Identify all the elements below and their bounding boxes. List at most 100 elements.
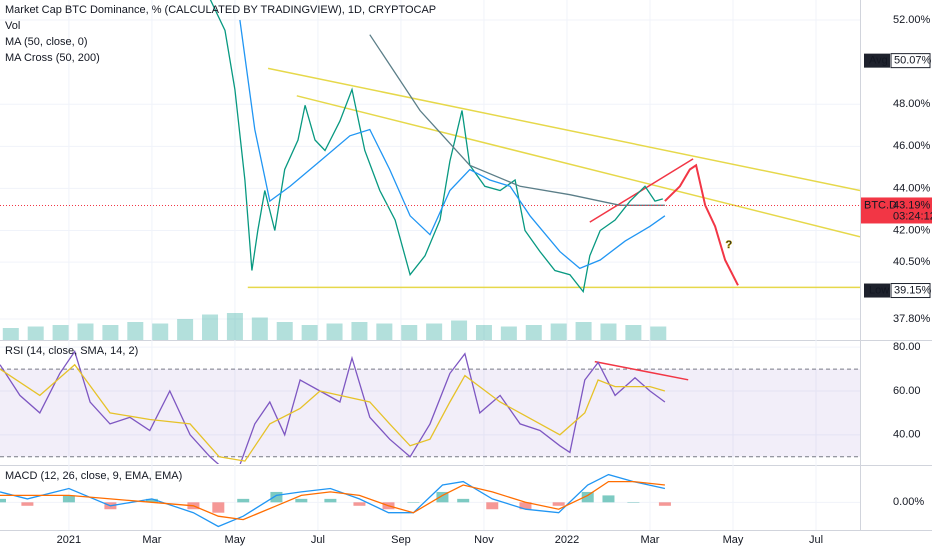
y-tick-label: 80.00 xyxy=(893,341,921,353)
y-tick-label: 48.00% xyxy=(893,98,931,110)
trendline xyxy=(594,360,689,381)
y-tick-label: 0.00% xyxy=(893,496,924,508)
pane xyxy=(0,0,860,340)
series-line xyxy=(369,34,665,206)
volume-bar xyxy=(500,326,517,340)
volume-bar xyxy=(202,314,219,340)
price-label-value-box xyxy=(890,283,931,299)
rsi-band-fill xyxy=(0,369,860,457)
volume-bar xyxy=(226,313,243,340)
x-tick-label: 2021 xyxy=(57,534,81,546)
price-label-name-box xyxy=(864,53,890,68)
volume-bar xyxy=(475,325,492,340)
y-tick-label: 40.50% xyxy=(893,256,931,268)
y-tick-label: 44.00% xyxy=(893,182,931,194)
series-line xyxy=(0,480,665,521)
series-line xyxy=(239,19,666,270)
volume-bar xyxy=(102,325,119,340)
macd-histogram-bar xyxy=(581,491,594,503)
volume-bar xyxy=(27,326,44,340)
volume-bar xyxy=(575,322,592,340)
pane-title: RSI (14, close, SMA, 14, 2) xyxy=(5,345,138,357)
volume-bar xyxy=(625,325,642,340)
volume-bar xyxy=(301,325,318,340)
projection-line xyxy=(664,163,739,286)
macd-histogram-bar xyxy=(407,502,420,503)
volume-bar xyxy=(276,322,293,340)
price-label-value: 43.19% xyxy=(893,199,931,211)
volume-bar xyxy=(426,323,443,340)
series-line xyxy=(0,350,666,464)
macd-histogram-bar xyxy=(436,491,449,503)
y-tick-label: 40.00 xyxy=(893,429,921,441)
price-label-name: Low xyxy=(869,284,889,296)
x-tick-label: Jul xyxy=(311,534,325,546)
y-tick-label: 52.00% xyxy=(893,14,931,26)
volume-bar xyxy=(52,325,69,340)
x-tick-label: May xyxy=(225,534,246,546)
x-tick-label: Nov xyxy=(474,534,494,546)
volume-bar xyxy=(600,323,617,340)
x-tick-label: Mar xyxy=(142,534,161,546)
macd-histogram-bar xyxy=(457,498,470,503)
price-label-countdown: 03:24:12 xyxy=(893,210,932,222)
macd-histogram-bar xyxy=(212,502,225,513)
x-tick-label: Jul xyxy=(809,534,823,546)
pane-title: MACD (12, 26, close, 9, EMA, EMA) xyxy=(5,470,182,482)
price-label-box xyxy=(861,197,932,224)
volume-bar xyxy=(251,317,268,340)
volume-bar xyxy=(351,322,368,340)
macd-histogram-bar xyxy=(145,498,158,503)
y-tick-label: 42.00% xyxy=(893,224,931,236)
volume-bar xyxy=(451,320,468,340)
volume-bar xyxy=(376,323,393,340)
macd-histogram-bar xyxy=(62,495,75,503)
macd-histogram-bar xyxy=(519,502,532,510)
legend-entry: MA (50, close, 0) xyxy=(5,36,88,48)
macd-histogram-bar xyxy=(658,502,671,506)
macd-histogram-bar xyxy=(602,495,615,503)
y-tick-label: 46.00% xyxy=(893,140,931,152)
macd-histogram-bar xyxy=(237,498,250,503)
volume-bar xyxy=(2,328,19,340)
series-line xyxy=(0,363,666,462)
price-label-value: 50.07% xyxy=(894,55,932,67)
trendline xyxy=(296,95,860,238)
pane xyxy=(0,350,860,464)
macd-histogram-bar xyxy=(552,502,565,506)
x-tick-label: 2022 xyxy=(555,534,579,546)
macd-histogram-bar xyxy=(627,502,640,503)
macd-histogram-bar xyxy=(0,498,6,503)
volume-bar xyxy=(550,323,567,340)
price-label-name: BTC.D xyxy=(864,199,897,211)
y-tick-label: 37.80% xyxy=(893,313,931,325)
legend-entry: MA Cross (50, 200) xyxy=(5,52,100,64)
macd-histogram-bar xyxy=(21,502,34,506)
annotation-question: ? xyxy=(725,239,732,251)
price-label-name: Avg xyxy=(869,55,888,67)
pane xyxy=(0,473,671,528)
macd-histogram-bar xyxy=(486,502,499,510)
volume-bar xyxy=(525,325,542,340)
macd-histogram-bar xyxy=(353,502,366,506)
macd-histogram-bar xyxy=(324,498,337,503)
macd-histogram-bar xyxy=(295,498,308,503)
x-tick-label: May xyxy=(723,534,744,546)
price-label-value-box xyxy=(890,53,931,69)
volume-bar xyxy=(127,322,144,340)
x-tick-label: Mar xyxy=(641,534,660,546)
volume-bar xyxy=(326,323,343,340)
volume-bar xyxy=(152,323,169,340)
price-label-name-box xyxy=(864,283,890,298)
price-label-value: 39.15% xyxy=(894,284,932,296)
volume-bar xyxy=(77,323,94,340)
volume-bar xyxy=(177,319,194,340)
legend-entry: Vol xyxy=(5,20,20,32)
y-tick-label: 60.00 xyxy=(893,385,921,397)
volume-bar xyxy=(401,325,418,340)
volume-bar xyxy=(650,326,667,340)
pane-title: Market Cap BTC Dominance, % (CALCULATED … xyxy=(5,4,436,16)
